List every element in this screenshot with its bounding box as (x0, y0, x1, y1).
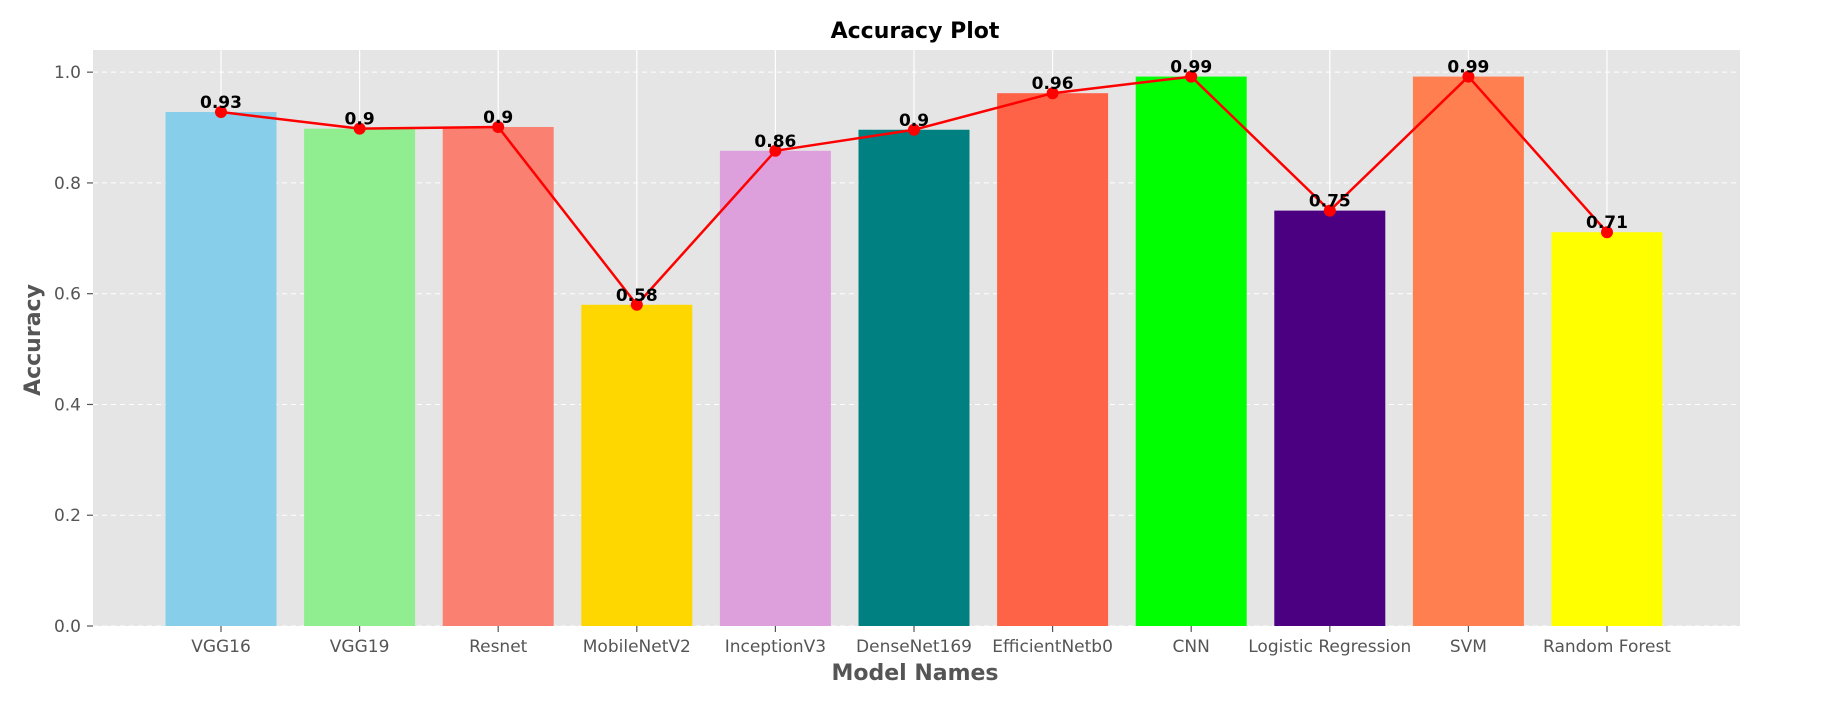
x-axis-title: Model Names (831, 661, 998, 686)
line-marker (630, 298, 643, 311)
bar (997, 93, 1109, 626)
data-label: 0.99 (1447, 58, 1489, 78)
line-marker (1323, 204, 1336, 217)
bars (165, 76, 1663, 627)
bar (442, 126, 554, 626)
line-marker (215, 106, 227, 119)
y-tick-label: 0.4 (54, 395, 81, 415)
bar (165, 112, 277, 627)
data-label: 0.86 (754, 132, 796, 152)
x-tick-label: CNN (1173, 637, 1210, 657)
y-tick-label: 0.8 (54, 174, 81, 194)
x-tick-label: InceptionV3 (725, 637, 826, 657)
y-tick-label: 0.6 (54, 285, 81, 305)
data-label: 0.58 (616, 286, 658, 306)
data-label: 0.9 (483, 108, 513, 128)
x-tick-label: Logistic Regression (1248, 637, 1411, 657)
bar (858, 129, 970, 626)
bar (581, 304, 693, 626)
x-tick-label: VGG16 (191, 637, 251, 657)
x-tick-label: Resnet (469, 637, 528, 657)
bar (1135, 76, 1247, 627)
data-label: 0.75 (1309, 192, 1351, 212)
line-marker (492, 120, 505, 133)
x-tick-label: MobileNetV2 (583, 637, 691, 657)
line-marker (1185, 70, 1198, 83)
bar (1274, 210, 1386, 626)
x-tick-label: DenseNet169 (856, 637, 972, 657)
data-label: 0.9 (345, 110, 375, 130)
y-axis-title: Accuracy (21, 284, 46, 396)
y-tick-label: 1.0 (54, 63, 81, 83)
tick-labels: 0.0 0.2 0.4 0.6 0.8 1.0 VGG16 VGG19 Resnet Mobile… (54, 63, 1671, 657)
data-label: 0.71 (1586, 213, 1628, 233)
line-marker (353, 122, 366, 135)
x-tick-label: Random Forest (1543, 637, 1671, 657)
y-tick-label: 0.0 (54, 617, 81, 637)
bar (1551, 232, 1663, 626)
bar (304, 128, 416, 626)
y-tick-label: 0.2 (54, 506, 81, 526)
data-label: 0.99 (1170, 58, 1212, 78)
chart-title: Accuracy Plot (831, 19, 1000, 44)
line-marker (908, 123, 920, 136)
x-tick-label: EfficientNetb0 (992, 637, 1113, 657)
x-tick-label: SVM (1450, 637, 1487, 657)
x-tick-label: VGG19 (330, 637, 390, 657)
line-marker (769, 144, 782, 157)
line-marker (1462, 70, 1475, 83)
accuracy-line (215, 70, 1613, 311)
data-label: 0.96 (1032, 74, 1074, 94)
bar (719, 150, 831, 627)
bar (1412, 76, 1524, 627)
line-marker (1046, 87, 1059, 100)
data-label: 0.9 (899, 111, 929, 131)
data-label: 0.93 (200, 93, 242, 113)
data-labels: 0.93 0.9 0.9 0.58 0.86 0.9 0.96 0.99 0.75 0.99 0.7… (200, 58, 1628, 306)
line-marker (1601, 226, 1613, 239)
